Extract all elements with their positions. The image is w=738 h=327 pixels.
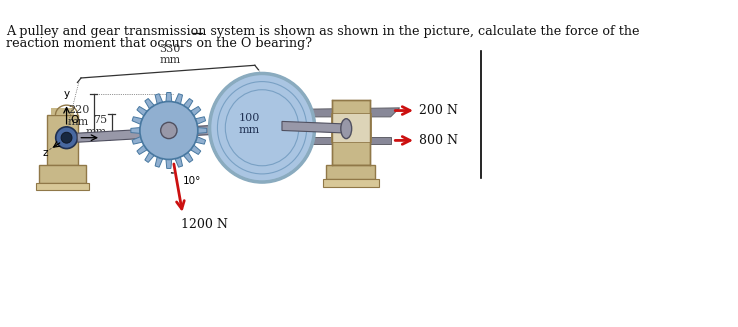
Text: 1200 N: 1200 N bbox=[181, 218, 228, 231]
Text: A pulley and gear transmission system is shown as shown in the picture, calculat: A pulley and gear transmission system is… bbox=[6, 26, 639, 39]
Polygon shape bbox=[196, 117, 206, 124]
Text: y: y bbox=[63, 89, 69, 99]
Polygon shape bbox=[184, 98, 193, 109]
Polygon shape bbox=[131, 128, 140, 133]
Polygon shape bbox=[190, 145, 201, 154]
Text: 220
mm: 220 mm bbox=[68, 105, 89, 127]
FancyBboxPatch shape bbox=[35, 183, 89, 190]
Text: O: O bbox=[70, 115, 78, 125]
FancyBboxPatch shape bbox=[323, 179, 379, 187]
Polygon shape bbox=[282, 121, 350, 133]
Circle shape bbox=[140, 101, 198, 160]
Polygon shape bbox=[273, 137, 390, 144]
Circle shape bbox=[55, 127, 77, 148]
Text: 200 N: 200 N bbox=[418, 104, 458, 117]
Polygon shape bbox=[196, 137, 206, 144]
Text: 800 N: 800 N bbox=[418, 134, 458, 147]
Polygon shape bbox=[198, 128, 207, 133]
Polygon shape bbox=[175, 94, 182, 104]
Ellipse shape bbox=[341, 119, 352, 139]
Circle shape bbox=[161, 122, 177, 139]
Polygon shape bbox=[77, 121, 282, 142]
Polygon shape bbox=[166, 93, 172, 102]
Polygon shape bbox=[137, 107, 147, 116]
Polygon shape bbox=[76, 125, 283, 136]
FancyBboxPatch shape bbox=[332, 100, 370, 165]
Polygon shape bbox=[51, 108, 74, 115]
Polygon shape bbox=[175, 157, 182, 167]
Text: 75
mm: 75 mm bbox=[86, 115, 107, 137]
Text: 100
mm: 100 mm bbox=[238, 113, 260, 135]
Text: 10°: 10° bbox=[182, 176, 201, 186]
Text: z: z bbox=[43, 148, 49, 158]
Polygon shape bbox=[190, 107, 201, 116]
Polygon shape bbox=[273, 108, 400, 117]
FancyBboxPatch shape bbox=[39, 165, 86, 183]
Polygon shape bbox=[184, 152, 193, 163]
Polygon shape bbox=[155, 157, 162, 167]
Polygon shape bbox=[166, 159, 172, 168]
Polygon shape bbox=[145, 98, 154, 109]
Ellipse shape bbox=[210, 74, 314, 182]
Text: x: x bbox=[105, 133, 111, 143]
Polygon shape bbox=[132, 117, 142, 124]
FancyBboxPatch shape bbox=[326, 165, 375, 179]
FancyBboxPatch shape bbox=[46, 115, 78, 165]
Circle shape bbox=[61, 132, 72, 143]
Text: 330
mm: 330 mm bbox=[159, 44, 180, 65]
Polygon shape bbox=[155, 94, 162, 104]
Text: reaction moment that occurs on the O bearing?: reaction moment that occurs on the O bea… bbox=[6, 37, 312, 50]
Polygon shape bbox=[145, 152, 154, 163]
FancyBboxPatch shape bbox=[331, 113, 370, 142]
Polygon shape bbox=[137, 145, 147, 154]
Polygon shape bbox=[132, 137, 142, 144]
